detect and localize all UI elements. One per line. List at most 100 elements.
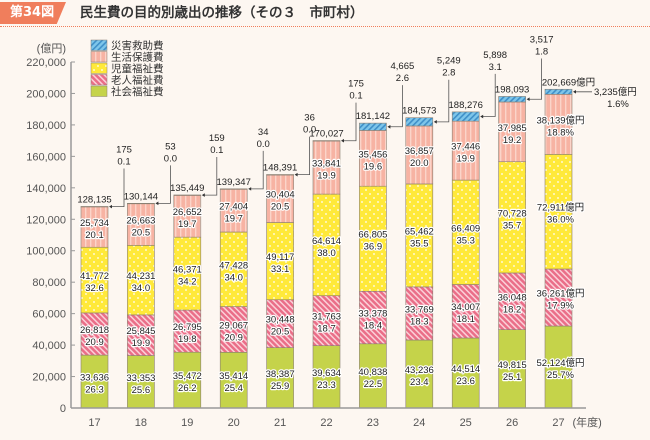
- value-label-child: 49,117: [266, 252, 294, 263]
- bar-segment-elderly: [173, 309, 202, 353]
- callout-arrowhead: [201, 193, 205, 197]
- callout-arrowhead: [433, 120, 437, 124]
- callout-arrowhead: [526, 97, 530, 102]
- legend-label-disaster: 災害救助費: [111, 39, 164, 52]
- disaster-value-label: 3,517: [530, 34, 554, 45]
- value-label-elderly: 36,048: [498, 292, 527, 303]
- bar-segment-disaster: [359, 122, 387, 131]
- total-label: 130,144: [124, 191, 158, 202]
- disaster-value-label: 4,665: [391, 61, 415, 72]
- x-tick-label: 20: [228, 417, 240, 429]
- value-label-livelihood: 30,404: [266, 190, 295, 201]
- callout-leader-line: [434, 79, 450, 123]
- bar-segment-child: [359, 185, 387, 292]
- bar-segment-disaster: [405, 117, 434, 127]
- callout-arrowhead: [109, 204, 112, 209]
- bar-segment-disaster: [312, 140, 341, 142]
- callout-leader-line: [110, 168, 125, 208]
- figure-title: 民生費の目的別歳出の推移（その３ 市町村）: [80, 5, 364, 21]
- x-tick-label: 26: [506, 417, 518, 429]
- figure-header: 第34図 民生費の目的別歳出の推移（その３ 市町村）: [0, 0, 650, 27]
- bar-segment-livelihood: [219, 188, 248, 233]
- share-label-livelihood: 19.2: [503, 135, 522, 146]
- total-label: 202,669億円: [542, 76, 595, 88]
- bar-segment-disaster: [544, 88, 573, 95]
- bar-segment-social: [498, 329, 526, 409]
- bar-segment-social: [80, 354, 109, 409]
- share-label-livelihood: 18.8%: [547, 127, 574, 138]
- share-label-livelihood: 19.7: [224, 213, 243, 224]
- value-label-social: 49,815: [498, 360, 527, 371]
- share-label-elderly: 17.9%: [547, 301, 574, 312]
- total-label: 184,573: [402, 106, 436, 117]
- share-label-elderly: 18.7: [317, 324, 336, 335]
- total-label: 135,449: [170, 183, 204, 194]
- share-label-livelihood: 19.9: [456, 154, 475, 165]
- bar-segment-elderly: [405, 286, 434, 341]
- value-label-livelihood: 37,985: [498, 123, 527, 134]
- bar-segment-livelihood: [266, 174, 294, 223]
- bar-segment-livelihood: [127, 203, 155, 246]
- bar-segment-livelihood: [312, 140, 341, 195]
- x-tick-label: 23: [367, 417, 379, 429]
- x-tick-label: 19: [181, 417, 193, 429]
- callout-leader-line: [342, 102, 357, 142]
- share-label-social: 26.2: [178, 383, 197, 394]
- total-label: 139,347: [217, 177, 251, 188]
- bar-segment-child: [219, 231, 248, 307]
- figure-number-badge: 第34図: [0, 2, 66, 24]
- value-label-social: 43,236: [405, 365, 434, 376]
- share-label-child: 35.3: [456, 235, 475, 246]
- bar-segment-elderly: [451, 284, 480, 339]
- value-label-social: 52,124億円: [536, 357, 584, 369]
- legend-label-elderly: 老人福祉費: [111, 74, 164, 87]
- y-tick-label: 20,000: [32, 372, 66, 384]
- y-tick-label: 120,000: [26, 214, 66, 226]
- legend-swatch-social: [90, 85, 108, 97]
- x-axis-unit-label: (年度): [573, 415, 602, 429]
- disaster-value-label: 34: [258, 127, 269, 138]
- value-label-social: 33,636: [80, 373, 109, 384]
- disaster-share-label: 0.1: [117, 156, 130, 167]
- value-label-social: 35,414: [219, 371, 248, 382]
- value-label-social: 39,634: [312, 368, 341, 379]
- x-tick-label: 24: [413, 417, 425, 429]
- disaster-share-label: 2.8: [442, 68, 455, 79]
- y-tick-label: 140,000: [26, 183, 66, 195]
- bar-segment-disaster: [127, 203, 155, 205]
- bar-segment-disaster: [173, 194, 202, 196]
- x-tick-label: 18: [135, 417, 147, 429]
- y-axis: 0 20,000 40,000 60,000 80,000 100,000 120,000 1…: [26, 57, 75, 415]
- bar-segment-disaster: [219, 188, 248, 190]
- y-tick-label: 160,000: [26, 151, 66, 163]
- legend-label-livelihood: 生活保護費: [111, 51, 164, 64]
- share-label-child: 36.9: [364, 242, 383, 253]
- value-label-social: 38,387: [266, 369, 295, 380]
- bar-segment-elderly: [127, 314, 155, 356]
- share-label-social: 25.7%: [547, 370, 574, 381]
- y-tick-label: 0: [60, 403, 66, 415]
- callout-arrowhead: [573, 89, 576, 94]
- bar-segment-social: [451, 337, 480, 409]
- disaster-value-label: 175: [348, 79, 364, 90]
- value-label-livelihood: 26,652: [173, 207, 202, 218]
- value-label-elderly: 33,769: [405, 304, 434, 315]
- bar-segment-child: [544, 154, 573, 270]
- disaster-share-label: 0.0: [303, 125, 316, 136]
- value-label-elderly: 26,795: [173, 322, 202, 333]
- value-label-child: 47,428: [219, 260, 248, 271]
- share-label-social: 26.3: [85, 385, 104, 396]
- share-label-livelihood: 19.9: [317, 170, 336, 181]
- value-label-livelihood: 33,841: [312, 158, 341, 169]
- value-label-social: 35,472: [173, 371, 202, 382]
- legend-swatch-elderly: [90, 74, 108, 86]
- share-label-elderly: 19.9: [132, 338, 151, 349]
- disaster-share-label: 1.8: [535, 46, 548, 57]
- share-label-elderly: 18.2: [503, 304, 522, 315]
- value-label-child: 65,462: [405, 226, 434, 237]
- value-label-child: 66,409: [451, 223, 480, 234]
